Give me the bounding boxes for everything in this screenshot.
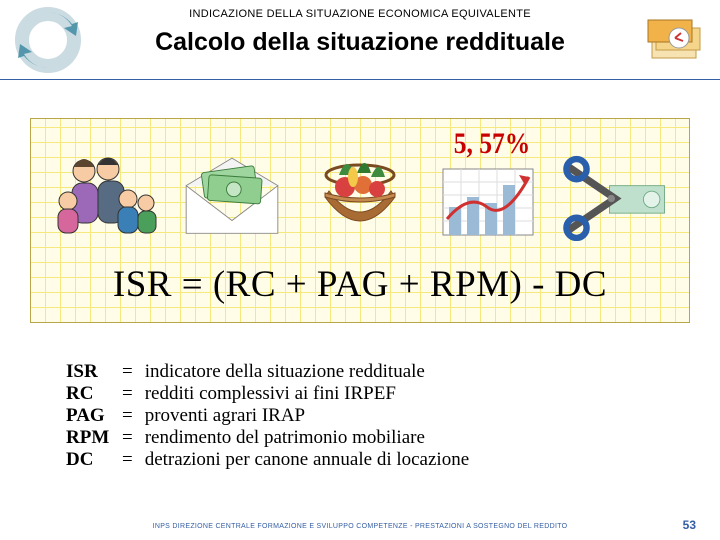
definitions-table: ISR=indicatore della situazione redditua… (60, 361, 475, 471)
formula-text: ISR = (RC + PAG + RPM) - DC (31, 259, 689, 316)
bar-chart-icon: 5, 57% (433, 145, 543, 245)
formula-panel: 5, 57% (30, 118, 690, 323)
definitions-block: ISR=indicatore della situazione redditua… (60, 361, 660, 471)
slide-page: INDICAZIONE DELLA SITUAZIONE ECONOMICA E… (0, 0, 720, 540)
header: INDICAZIONE DELLA SITUAZIONE ECONOMICA E… (0, 0, 720, 80)
recycle-logo-icon (14, 6, 82, 74)
money-stack-icon (646, 10, 706, 66)
scissors-icon (560, 145, 670, 245)
header-subtitle: INDICAZIONE DELLA SITUAZIONE ECONOMICA E… (14, 8, 706, 20)
definition-row: DC=detrazioni per canone annuale di loca… (60, 449, 475, 471)
page-number: 53 (683, 518, 696, 532)
percent-label: 5, 57% (453, 127, 530, 161)
header-title: Calcolo della situazione reddituale (14, 28, 706, 57)
family-icon (50, 145, 160, 245)
cash-envelope-icon (177, 145, 287, 245)
definition-row: RPM=rendimento del patrimonio mobiliare (60, 427, 475, 449)
definition-row: ISR=indicatore della situazione redditua… (60, 361, 475, 383)
definition-row: PAG=proventi agrari IRAP (60, 405, 475, 427)
footer-text: INPS DIREZIONE CENTRALE FORMAZIONE E SVI… (0, 523, 720, 530)
basket-icon (305, 145, 415, 245)
definition-row: RC=redditi complessivi ai fini IRPEF (60, 383, 475, 405)
illustration-row: 5, 57% (31, 119, 689, 259)
